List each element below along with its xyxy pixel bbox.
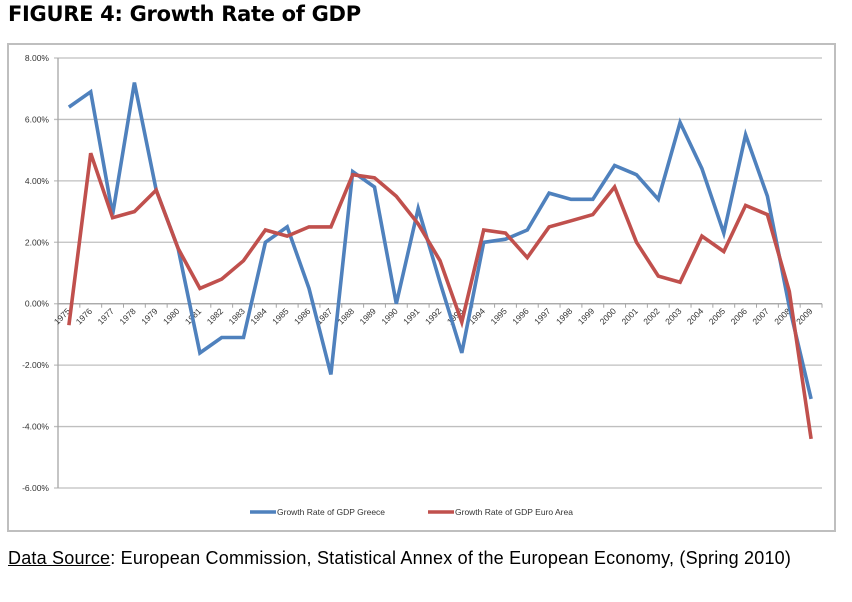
legend-label: Growth Rate of GDP Euro Area <box>455 507 573 517</box>
y-tick-label: 8.00% <box>25 53 50 63</box>
x-tick-label: 1983 <box>227 306 248 327</box>
axes <box>57 58 823 488</box>
legend: Growth Rate of GDP Greece Growth Rate of … <box>250 507 573 517</box>
x-tick-label: 1980 <box>161 306 182 327</box>
y-tick-label: 0.00% <box>25 299 50 309</box>
x-tick-label: 1998 <box>554 306 575 327</box>
y-tick-labels: 8.00% 6.00% 4.00% 2.00% 0.00% -2.00% -4.00% -6.… <box>22 53 49 493</box>
series-line-greece <box>67 82 813 400</box>
x-tick-label: 1997 <box>532 306 553 327</box>
x-tick-label: 1989 <box>357 306 378 327</box>
x-tick-labels: 1975 1976 1977 1978 1979 1980 1981 1982 1983 1984… <box>52 306 815 327</box>
x-tick-label: 1996 <box>510 306 531 327</box>
y-tick-label: -6.00% <box>22 483 49 493</box>
data-source-label: Data Source <box>8 548 111 568</box>
x-tick-label: 1999 <box>576 306 597 327</box>
y-tick-label: 6.00% <box>25 114 50 124</box>
x-tick-label: 1985 <box>270 306 291 327</box>
x-tick-label: 2007 <box>750 306 771 327</box>
series-line-euro-area <box>67 152 813 440</box>
x-tick-label: 1992 <box>423 306 444 327</box>
y-tick-label: -4.00% <box>22 422 49 432</box>
x-tick-label: 2000 <box>598 306 619 327</box>
gdp-growth-line-chart: 8.00% 6.00% 4.00% 2.00% 0.00% -2.00% -4.00% -6.… <box>22 53 823 517</box>
x-tick-label: 1982 <box>205 306 226 327</box>
x-tick-label: 1995 <box>488 306 509 327</box>
data-source-text: : European Commission, Statistical Annex… <box>110 548 792 568</box>
x-tick-label: 1976 <box>74 306 95 327</box>
y-tick-label: -2.00% <box>22 360 49 370</box>
series-lines <box>67 82 813 440</box>
x-tick-label: 1978 <box>117 306 138 327</box>
x-tick-label: 2004 <box>685 306 706 327</box>
chart-frame: 8.00% 6.00% 4.00% 2.00% 0.00% -2.00% -4.00% -6.… <box>7 43 836 532</box>
x-tick-label: 2001 <box>619 306 640 327</box>
legend-label: Growth Rate of GDP Greece <box>277 507 385 517</box>
x-tick-label: 1977 <box>96 306 117 327</box>
x-tick-label: 2009 <box>794 306 815 327</box>
x-tick-label: 1991 <box>401 306 422 327</box>
x-tick-label: 1986 <box>292 306 313 327</box>
data-source-note: Data Source: European Commission, Statis… <box>8 546 808 570</box>
x-tick-label: 1990 <box>379 306 400 327</box>
x-tick-label: 2006 <box>729 306 750 327</box>
x-tick-label: 2005 <box>707 306 728 327</box>
x-tick-label: 1979 <box>139 306 160 327</box>
y-tick-label: 4.00% <box>25 176 50 186</box>
x-tick-label: 2002 <box>641 306 662 327</box>
figure-title: FIGURE 4: Growth Rate of GDP <box>8 2 361 26</box>
x-tick-label: 2003 <box>663 306 684 327</box>
y-tick-label: 2.00% <box>25 237 50 247</box>
